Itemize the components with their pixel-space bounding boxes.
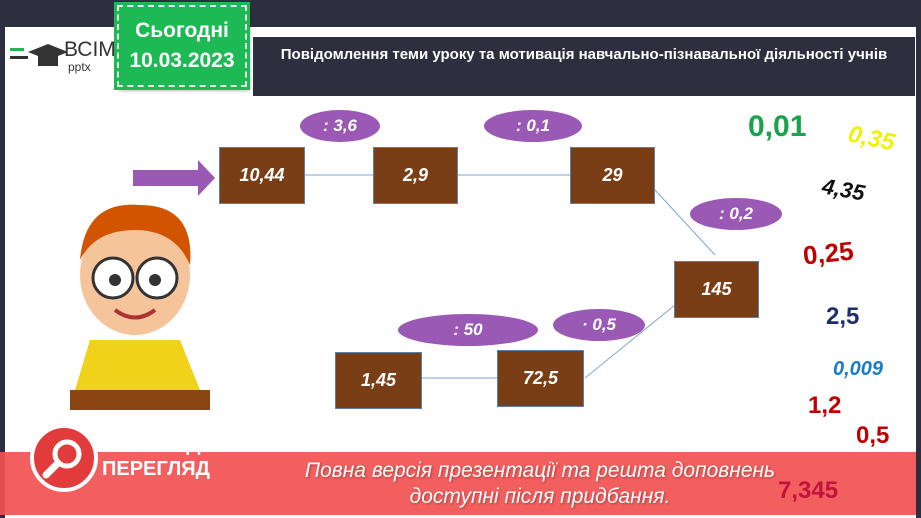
date-badge: Сьогодні 10.03.2023 — [114, 2, 250, 90]
preview-label: ПОПЕРЕДНІЙ ПЕРЕГЛЯД — [102, 434, 235, 480]
chain-box: 72,5 — [497, 350, 584, 407]
chain-box: 145 — [674, 261, 759, 318]
search-icon — [30, 424, 98, 492]
operation-oval: : 50 — [398, 314, 538, 346]
preview-banner — [0, 452, 916, 515]
chain-box: 10,44 — [219, 147, 305, 204]
answer: 0,01 — [748, 110, 807, 143]
answer: 7,345 — [778, 477, 839, 504]
answer: 0,5 — [856, 422, 890, 449]
chain-box: 2,9 — [373, 147, 458, 204]
answer: 0,25 — [801, 235, 855, 271]
graduation-cap-icon — [10, 44, 68, 66]
arrow-icon — [133, 160, 215, 196]
chain-box: 1,45 — [335, 352, 422, 409]
logo: ВСІМ pptx — [8, 38, 118, 78]
answer: 2,5 — [826, 303, 860, 330]
boy-illustration — [65, 190, 215, 410]
chain-box: 29 — [570, 147, 655, 204]
operation-oval: : 0,1 — [484, 110, 582, 142]
answer: 0,009 — [833, 358, 884, 380]
operation-oval: · 0,5 — [553, 309, 645, 341]
page-title: Повідомлення теми уроку та мотивація нав… — [253, 37, 915, 96]
banner-text: Повна версія презентації та решта доповн… — [304, 459, 776, 508]
operation-oval: : 0,2 — [690, 198, 782, 230]
answer: 1,2 — [808, 392, 842, 419]
operation-oval: : 3,6 — [300, 110, 380, 142]
